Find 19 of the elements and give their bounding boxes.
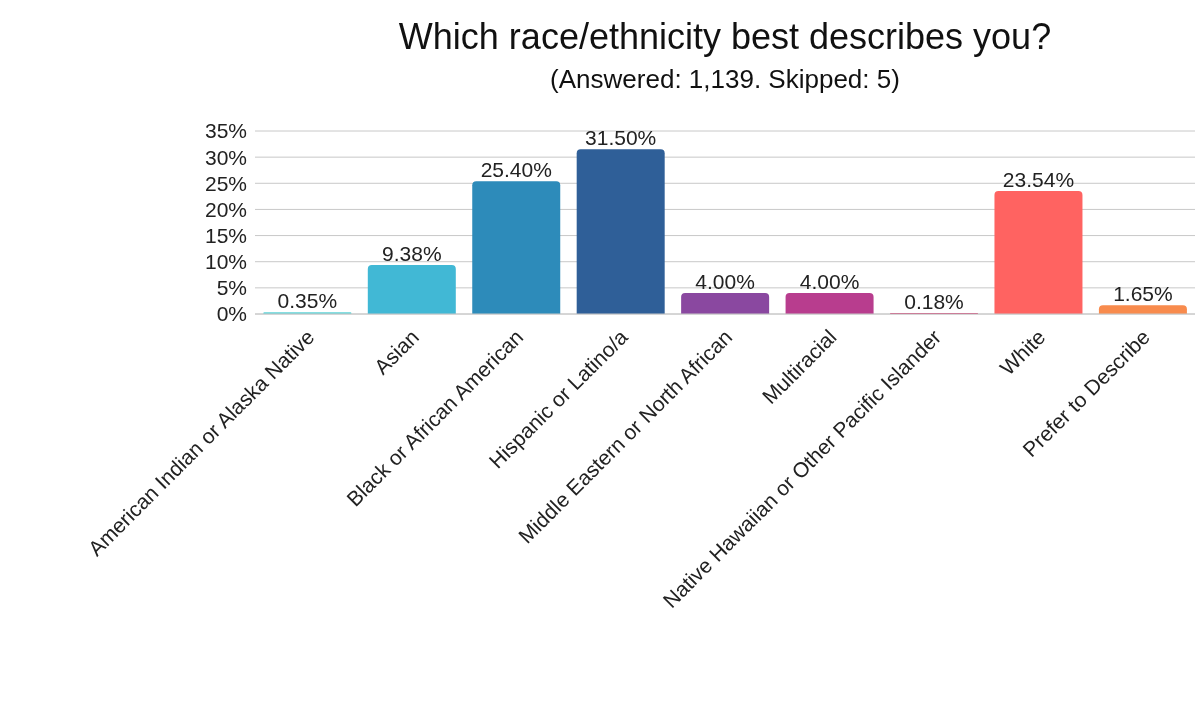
y-tick-label: 5% <box>216 276 247 300</box>
data-label: 31.50% <box>585 126 657 150</box>
data-label: 0.35% <box>277 289 338 313</box>
y-tick-label: 35% <box>204 119 247 143</box>
y-tick-label: 0% <box>216 302 247 326</box>
data-label: 1.65% <box>1113 282 1173 306</box>
data-label: 9.38% <box>382 241 442 265</box>
y-tick-label: 20% <box>204 197 247 221</box>
chart-title: Which race/ethnicity best describes you? <box>397 16 1053 58</box>
data-label: 0.18% <box>904 290 964 314</box>
data-label: 25.40% <box>480 158 552 182</box>
y-tick-label: 10% <box>204 250 247 274</box>
data-label: 4.00% <box>799 270 860 294</box>
y-tick-label: 15% <box>204 224 247 248</box>
data-label: 4.00% <box>695 270 755 294</box>
data-label: 23.54% <box>1002 167 1075 191</box>
y-tick-label: 30% <box>204 145 247 169</box>
y-tick-label: 25% <box>204 171 247 195</box>
chart-subtitle: (Answered: 1,139. Skipped: 5) <box>549 64 901 95</box>
